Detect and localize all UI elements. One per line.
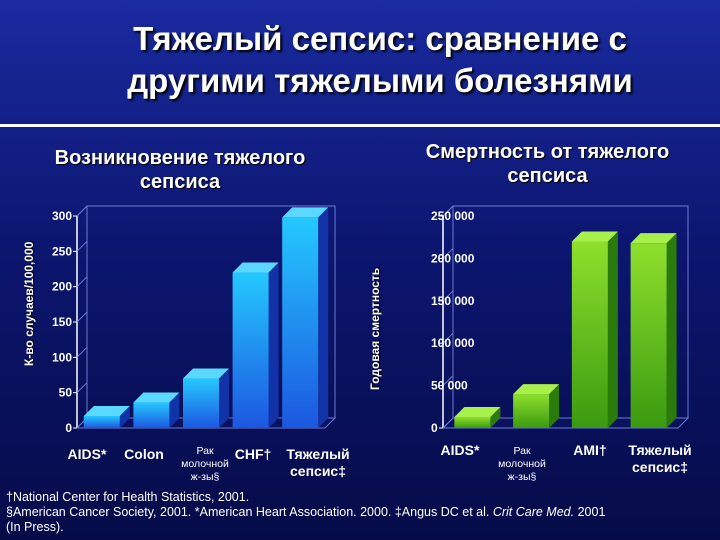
right-bar-top xyxy=(571,231,618,242)
right-tick-edge xyxy=(442,248,454,259)
right-bar-face xyxy=(630,243,667,428)
footnote-journal: Crit Care Med. xyxy=(492,505,575,519)
right-bar-face xyxy=(571,241,608,428)
right-category-label: AIDS* xyxy=(441,442,480,458)
right-bar-side xyxy=(549,384,560,428)
left-tick-edge xyxy=(76,346,88,358)
right-bar-face xyxy=(454,416,491,428)
right-bar xyxy=(513,384,560,428)
left-bar xyxy=(133,392,180,428)
right-bar-top xyxy=(513,384,560,395)
right-category-label: Рак молочной ж-зы§ xyxy=(498,445,546,483)
left-bar-top xyxy=(282,207,329,218)
right-chart: 0 50 000 100 000 150 000 200 000 250 000 AIDS*… xyxy=(431,205,692,483)
left-tick-label: 100 xyxy=(52,350,72,364)
left-bar-face xyxy=(282,217,319,428)
left-tick-label: 200 xyxy=(52,280,72,294)
left-bar-face xyxy=(133,402,170,428)
left-category-label: Рак молочной ж-зы§ xyxy=(181,445,229,483)
right-bar-side xyxy=(490,406,501,428)
footnotes: †National Center for Health Statistics, … xyxy=(6,490,716,535)
right-tick-label: 250 000 xyxy=(431,209,475,223)
footnote-line3: (In Press). xyxy=(6,520,64,534)
left-bar-top xyxy=(183,368,229,379)
footnote-line1: †National Center for Health Statistics, … xyxy=(6,490,250,504)
left-category-label: AIDS* xyxy=(68,446,107,462)
right-bar-side xyxy=(607,231,618,428)
left-tick-edge xyxy=(76,382,88,394)
right-tick-label: 0 xyxy=(431,421,438,435)
left-bar-side xyxy=(169,392,180,428)
slide-title-line2: другими тяжелыми болезнями xyxy=(127,62,633,99)
right-bar xyxy=(630,233,677,428)
left-bar-top xyxy=(232,262,279,273)
right-category-label: AMI† xyxy=(573,442,606,458)
right-bar-face xyxy=(513,394,550,428)
left-bar xyxy=(232,262,279,428)
left-tick-edge xyxy=(76,311,88,323)
slide-title-line1: Тяжелый сепсис: сравнение с xyxy=(133,20,627,57)
left-tick-label: 250 xyxy=(52,244,72,258)
left-tick-label: 300 xyxy=(52,209,72,223)
right-bar xyxy=(454,406,501,428)
left-tick-edge xyxy=(76,240,88,252)
left-tick-edge xyxy=(76,276,88,288)
footnote-line2-text: §American Cancer Society, 2001. *America… xyxy=(6,505,493,519)
slide-title: Тяжелый сепсис: сравнение с другими тяже… xyxy=(60,18,700,102)
footnote-line2-end: 2001 xyxy=(574,505,606,519)
left-bar-side xyxy=(268,262,279,428)
right-tick-label: 150 000 xyxy=(431,294,475,308)
left-bar-side xyxy=(318,207,329,428)
right-tick-label: 200 000 xyxy=(431,251,475,265)
left-bar-top xyxy=(133,392,180,403)
left-category-label: Colon xyxy=(124,446,164,462)
right-chart-title: Смертность от тяжелого сепсиса xyxy=(425,141,670,187)
left-chart: 0 50 100 150 200 250 300 AIDS* Colon Рак молочной ж… xyxy=(52,205,350,483)
right-category-label: Тяжелый сепсис‡ xyxy=(628,442,691,475)
left-chart-title: Возникновение тяжелого сепсиса xyxy=(54,147,306,193)
left-tick-edge xyxy=(76,205,88,217)
left-bar xyxy=(83,405,130,428)
right-bar-top xyxy=(630,233,677,244)
left-category-label: Тяжелый сепсис‡ xyxy=(286,446,349,479)
right-bar xyxy=(571,231,618,428)
left-bar xyxy=(183,368,229,428)
right-tick-label: 100 000 xyxy=(431,336,475,350)
left-bar-face xyxy=(183,378,219,428)
right-tick-edge xyxy=(442,290,454,302)
left-bar-face xyxy=(83,415,120,428)
right-tick-edge xyxy=(442,375,454,386)
right-tick-edge xyxy=(442,205,454,217)
left-bar-side xyxy=(119,405,130,428)
right-bar-top xyxy=(454,406,501,417)
left-tick-label: 0 xyxy=(65,421,72,435)
left-tick-label: 50 xyxy=(59,386,73,400)
footnote-line2: §American Cancer Society, 2001. *America… xyxy=(6,505,716,520)
right-bar-side xyxy=(666,233,677,428)
left-bar xyxy=(282,207,329,428)
left-bar-top xyxy=(83,405,130,416)
title-divider xyxy=(0,124,720,127)
left-bar-face xyxy=(232,272,269,428)
right-tick-edge xyxy=(442,332,454,344)
left-category-label: CHF† xyxy=(235,446,272,462)
left-bar-side xyxy=(219,368,229,428)
right-tick-label: 50 000 xyxy=(431,379,468,393)
right-tick-edge xyxy=(442,417,454,429)
left-tick-label: 150 xyxy=(52,315,72,329)
